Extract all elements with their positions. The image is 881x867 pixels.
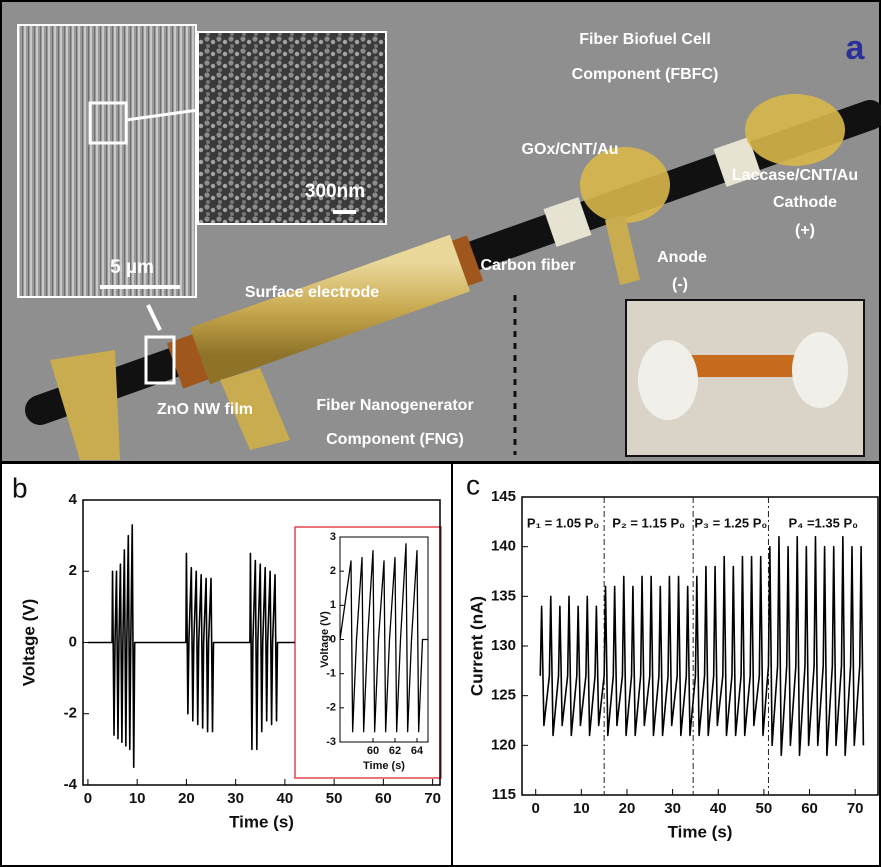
inset-frame [295, 527, 441, 778]
y-tick-label: 125 [491, 687, 516, 704]
y-tick-label: -2 [326, 702, 336, 714]
y-tick-label: 145 [491, 488, 516, 505]
x-tick-label: 40 [277, 790, 294, 807]
x-tick-label: 64 [411, 745, 424, 757]
y-tick-label: 130 [491, 637, 516, 654]
x-tick-label: 10 [129, 790, 146, 807]
y-tick-label: 0 [69, 633, 77, 650]
x-tick-label: 40 [710, 800, 727, 817]
label: ZnO NW film [157, 401, 253, 418]
x-tick-label: 10 [573, 800, 590, 817]
panel-label: a [846, 29, 866, 67]
annotation: P₂ = 1.15 P₀ [612, 515, 685, 530]
y-tick-label: 115 [492, 786, 516, 803]
panel-a: 5 µm 300nm Fiber Biofuel Cell Component … [1, 1, 880, 462]
label: Component (FNG) [326, 431, 464, 448]
x-tick-label: 60 [375, 790, 392, 807]
sem-image-fiber [18, 25, 196, 297]
figure: 5 µm 300nm Fiber Biofuel Cell Component … [0, 0, 881, 867]
x-axis-label: Time (s) [363, 760, 405, 772]
y-axis-label: Voltage (V) [19, 599, 38, 687]
x-tick-label: 30 [227, 790, 244, 807]
label: Cathode [773, 194, 837, 211]
y-axis-label: Current (nA) [467, 596, 486, 696]
photo-glove [792, 332, 848, 408]
label: Laccase/CNT/Au [732, 167, 858, 184]
scale-label: 300nm [305, 181, 365, 202]
y-tick-label: -1 [326, 668, 336, 680]
x-axis-label: Time (s) [668, 822, 733, 841]
y-tick-label: 1 [330, 599, 336, 611]
annotation: P₁ = 1.05 P₀ [527, 515, 599, 530]
x-tick-label: 0 [84, 790, 92, 807]
x-tick-label: 20 [178, 790, 195, 807]
label: Anode [657, 249, 707, 266]
label: Fiber Nanogenerator [316, 397, 473, 414]
y-tick-label: -3 [326, 736, 336, 748]
label: GOx/CNT/Au [522, 141, 619, 158]
y-tick-label: 2 [330, 565, 336, 577]
y-tick-label: 4 [69, 491, 78, 508]
photo-glove [638, 340, 698, 420]
x-tick-label: 70 [847, 800, 864, 817]
x-tick-label: 0 [532, 800, 540, 817]
y-tick-label: 2 [69, 562, 77, 579]
x-axis-label: Time (s) [229, 812, 294, 831]
x-tick-label: 50 [756, 800, 773, 817]
y-tick-label: -2 [64, 705, 77, 722]
y-tick-label: 120 [491, 736, 516, 753]
x-tick-label: 50 [326, 790, 343, 807]
cathode [745, 94, 845, 166]
x-tick-label: 70 [424, 790, 441, 807]
x-tick-label: 20 [619, 800, 636, 817]
annotation: P₃ = 1.25 P₀ [694, 515, 767, 530]
x-tick-label: 60 [801, 800, 818, 817]
label: Surface electrode [245, 284, 379, 301]
spacer [720, 156, 755, 168]
label: Carbon fiber [480, 257, 575, 274]
panel-label: b [12, 472, 28, 503]
y-tick-label: 135 [491, 587, 516, 604]
annotation: P₄ =1.35 P₀ [788, 515, 858, 530]
label: (+) [795, 222, 815, 239]
anode [580, 147, 670, 223]
scale-label: 5 µm [110, 257, 154, 278]
photo-device [680, 355, 810, 377]
y-tick-label: 3 [330, 531, 336, 543]
y-axis-label: Voltage (V) [319, 611, 331, 668]
title-line: Fiber Biofuel Cell [579, 31, 711, 48]
title-line: Component (FBFC) [572, 66, 719, 83]
panel-label: c [466, 469, 480, 500]
x-tick-label: 30 [664, 800, 681, 817]
spacer [550, 216, 585, 228]
y-tick-label: 140 [491, 538, 516, 555]
y-tick-label: -4 [64, 776, 78, 793]
x-tick-label: 60 [367, 745, 379, 757]
page: {"diagram": { "panel_label": "a", "title… [0, 0, 881, 867]
label: (-) [672, 276, 688, 293]
x-tick-label: 62 [389, 745, 401, 757]
